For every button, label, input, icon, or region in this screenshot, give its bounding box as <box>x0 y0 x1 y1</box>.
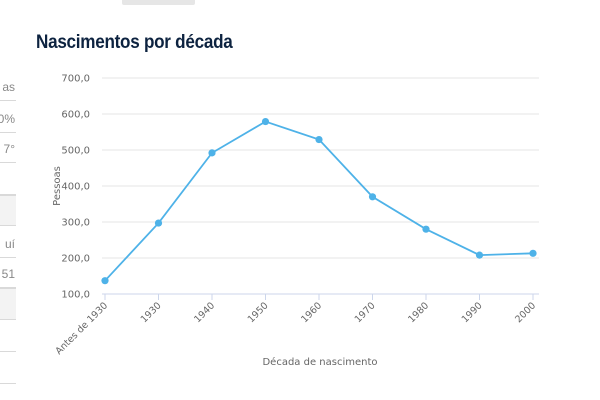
data-point[interactable] <box>154 219 163 227</box>
data-point[interactable] <box>208 149 216 157</box>
x-tick-label: 1970 <box>353 300 378 325</box>
y-tick-label: 100,0 <box>61 290 90 301</box>
chart-title: Nascimentos por década <box>36 32 233 53</box>
side-table-cell: uí <box>4 237 15 251</box>
x-tick-label: 1960 <box>299 300 324 325</box>
x-tick-label: 2000 <box>513 300 538 325</box>
grid-lines <box>102 77 539 259</box>
side-table-cell: 7° <box>3 142 15 156</box>
data-markers <box>101 117 537 285</box>
x-tick-label: 1950 <box>246 300 271 325</box>
y-tick-label: 700,0 <box>61 74 90 85</box>
side-table-row <box>0 195 16 226</box>
top-tab[interactable] <box>122 0 195 5</box>
x-tick-label: Antes de 1930 <box>53 300 110 357</box>
data-point[interactable] <box>422 225 430 233</box>
y-axis-title: Pessoas <box>52 166 63 206</box>
x-axis <box>102 293 539 300</box>
y-axis-labels: 100,0 200,0 300,0 400,0 500,0 600,0 700,0 <box>61 74 90 301</box>
side-table-row: as <box>0 70 16 101</box>
x-tick-label: 1940 <box>192 300 217 325</box>
side-table-row: 0% <box>0 101 16 133</box>
data-point[interactable] <box>101 277 109 285</box>
side-table-row <box>0 288 16 320</box>
y-tick-label: 500,0 <box>61 146 90 157</box>
x-tick-label: 1990 <box>460 300 485 325</box>
x-axis-labels: Antes de 1930 1930 1940 1950 1960 1970 1980 199… <box>53 300 538 357</box>
side-table: as 0% 7° uí 51 <box>0 70 16 400</box>
side-table-row: 51 <box>0 258 16 288</box>
data-point[interactable] <box>368 193 377 201</box>
data-point[interactable] <box>529 249 537 257</box>
data-point[interactable] <box>261 117 270 126</box>
x-tick-label: 1930 <box>139 300 164 325</box>
side-table-row <box>0 352 16 384</box>
side-table-row <box>0 320 16 352</box>
x-axis-title: Década de nascimento <box>262 356 377 368</box>
y-tick-label: 200,0 <box>61 254 90 265</box>
side-table-row: uí <box>0 226 16 258</box>
side-table-row <box>0 163 16 195</box>
data-point[interactable] <box>475 251 484 259</box>
side-table-cell: as <box>2 80 15 94</box>
side-table-row: 7° <box>0 133 16 163</box>
data-point[interactable] <box>315 135 323 144</box>
y-tick-label: 300,0 <box>61 218 90 229</box>
series-line <box>104 120 534 282</box>
x-tick-label: 1980 <box>406 300 431 325</box>
side-table-cell: 0% <box>0 112 15 126</box>
y-tick-label: 400,0 <box>61 182 90 193</box>
y-tick-label: 600,0 <box>61 110 90 121</box>
side-table-cell: 51 <box>1 267 15 281</box>
